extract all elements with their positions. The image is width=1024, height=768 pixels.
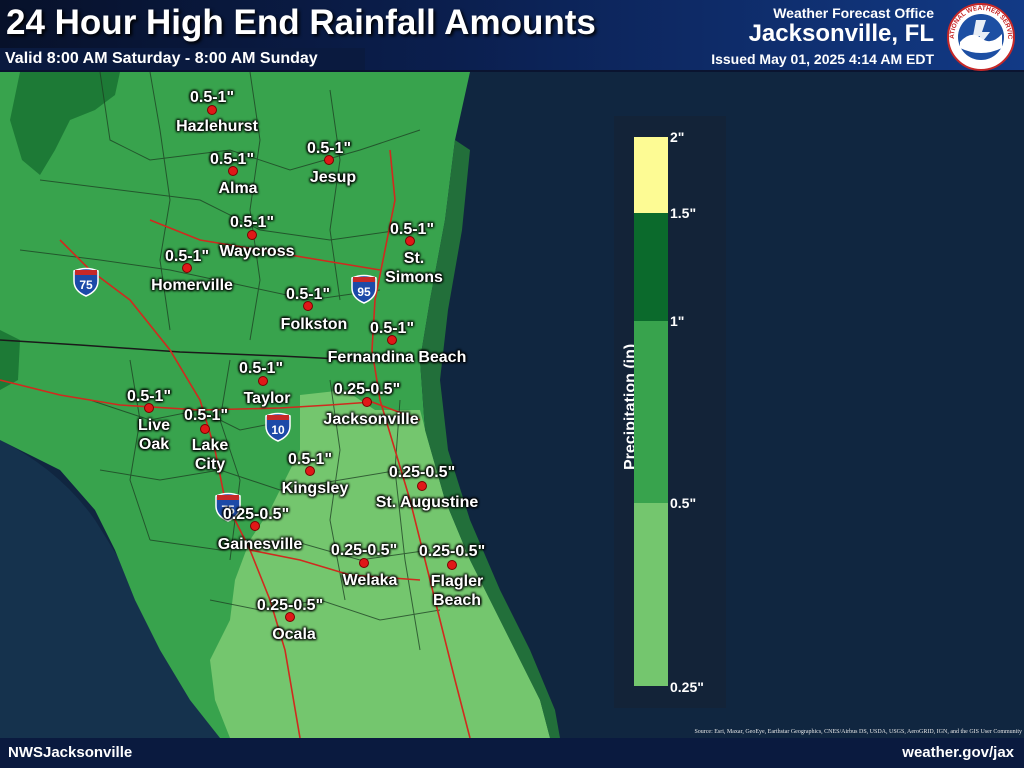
interstate-95-shield-icon: 95 (351, 274, 377, 304)
city-marker (228, 166, 238, 176)
svg-text:75: 75 (221, 503, 235, 517)
city-name: Kingsley (281, 480, 349, 497)
legend-bin-0-25-to-0-5 (634, 503, 668, 686)
city-name: Alma (218, 180, 258, 197)
city-value: 0.5-1" (285, 286, 331, 303)
svg-text:75: 75 (79, 278, 93, 292)
city-marker (359, 558, 369, 568)
valid-period: Valid 8:00 AM Saturday - 8:00 AM Sunday (0, 48, 365, 70)
interstate-75-shield-icon: 75 (73, 267, 99, 297)
legend-panel (614, 116, 726, 708)
land-0-25-to-0-5 (210, 390, 550, 738)
land-1-to-1-5-north (10, 72, 120, 175)
city-value: 0.5-1" (164, 248, 210, 265)
city-name: Lake City (191, 437, 229, 473)
city-name: Jesup (309, 169, 357, 186)
city-marker (250, 521, 260, 531)
city-value: 0.25-0.5" (333, 381, 401, 398)
city-marker (387, 335, 397, 345)
city-marker (405, 236, 415, 246)
city-value: 0.5-1" (209, 151, 255, 168)
nws-logo-icon: NATIONAL WEATHER SERVICE (946, 2, 1015, 71)
city-marker (324, 155, 334, 165)
city-name: Homerville (151, 277, 233, 294)
header-bar: 24 Hour High End Rainfall Amounts Valid … (0, 0, 1024, 72)
city-marker (182, 263, 192, 273)
issued-time: Issued May 01, 2025 4:14 AM EDT (711, 51, 934, 67)
city-value: 0.5-1" (189, 89, 235, 106)
city-value: 0.5-1" (229, 214, 275, 231)
city-marker (144, 403, 154, 413)
legend-tick: 0.25" (670, 679, 704, 695)
city-marker (258, 376, 268, 386)
city-name: Taylor (243, 390, 291, 407)
city-value: 0.5-1" (287, 451, 333, 468)
county-lines (19, 72, 441, 651)
map-source-credit: Source: Esri, Maxar, GeoEye, Earthstar G… (694, 729, 1022, 735)
city-name: Fernandina Beach (327, 349, 467, 366)
city-name: Folkston (280, 316, 348, 333)
city-name: Hazlehurst (176, 118, 258, 135)
svg-text:95: 95 (357, 285, 371, 299)
legend-tick: 2" (670, 129, 685, 145)
city-value: 0.25-0.5" (388, 464, 456, 481)
city-name: St. Simons (385, 250, 443, 286)
city-name: Ocala (272, 626, 316, 643)
legend-bin-1-to-1-5 (634, 213, 668, 321)
website-link[interactable]: weather.gov/jax (902, 744, 1014, 761)
city-marker (200, 424, 210, 434)
svg-text:10: 10 (271, 423, 285, 437)
city-value: 0.25-0.5" (222, 506, 290, 523)
city-value: 0.5-1" (183, 407, 229, 424)
city-value: 0.5-1" (126, 388, 172, 405)
city-name: Flagler Beach (430, 573, 484, 609)
city-value: 0.25-0.5" (418, 543, 486, 560)
city-name: Live Oak (137, 417, 170, 453)
city-value: 0.5-1" (306, 140, 352, 157)
city-marker (285, 612, 295, 622)
city-marker (207, 105, 217, 115)
city-name: Gainesville (217, 536, 303, 553)
city-marker (247, 230, 257, 240)
city-marker (417, 481, 427, 491)
city-value: 0.25-0.5" (330, 542, 398, 559)
legend-tick: 0.5" (670, 495, 697, 511)
city-marker (447, 560, 457, 570)
map-title: 24 Hour High End Rainfall Amounts (6, 3, 596, 42)
office-city: Jacksonville, FL (748, 20, 934, 47)
city-value: 0.5-1" (238, 360, 284, 377)
interstate-75-shield-icon: 75 (215, 492, 241, 522)
city-name: Jacksonville (323, 411, 419, 428)
office-label: Weather Forecast Office (773, 5, 934, 21)
city-marker (303, 301, 313, 311)
legend-bin-0-5-to-1 (634, 321, 668, 503)
city-name: St. Augustine (375, 494, 479, 511)
city-value: 0.25-0.5" (256, 597, 324, 614)
city-value: 0.5-1" (369, 320, 415, 337)
highway-lines (0, 149, 471, 738)
social-handle[interactable]: NWSJacksonville (8, 744, 133, 761)
city-name: Waycross (219, 243, 295, 260)
legend-bin-1-5-to-2 (634, 137, 668, 213)
city-value: 0.5-1" (389, 221, 435, 238)
city-name: Welaka (342, 572, 398, 589)
city-marker (362, 397, 372, 407)
legend-tick: 1.5" (670, 205, 697, 221)
footer-bar: NWSJacksonville weather.gov/jax (0, 738, 1024, 768)
interstate-10-shield-icon: 10 (265, 412, 291, 442)
legend-tick: 1" (670, 313, 685, 329)
city-marker (305, 466, 315, 476)
